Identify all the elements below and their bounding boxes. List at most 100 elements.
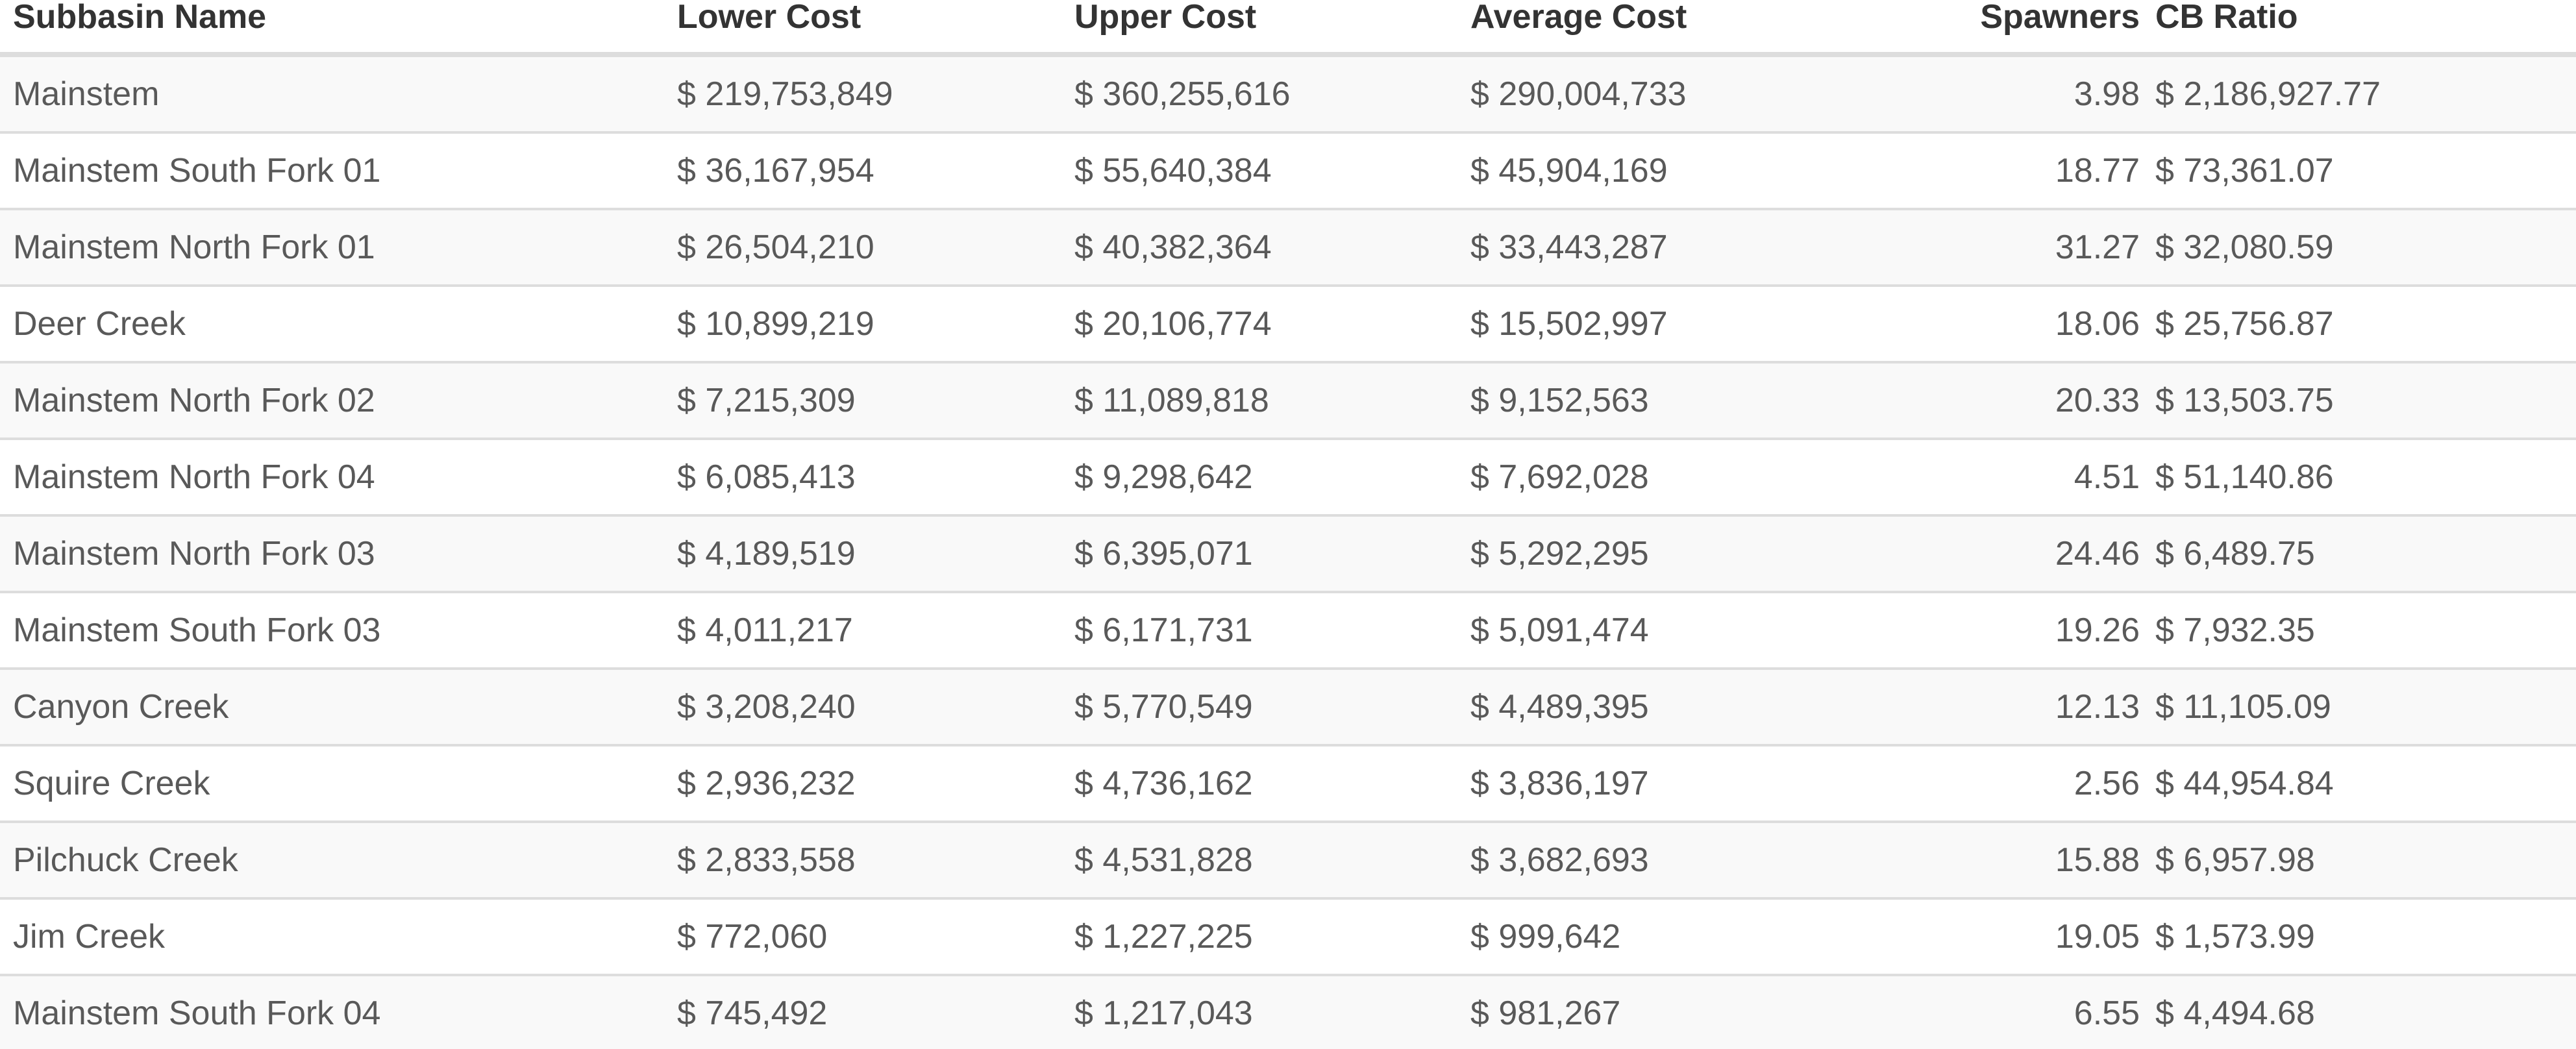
- cell-lower-cost: $ 26,504,210: [664, 209, 1061, 287]
- cell-cb-ratio: $ 44,954.84: [2155, 745, 2576, 823]
- cell-cb-ratio: $ 25,756.87: [2155, 286, 2576, 364]
- cell-subbasin-name: Squire Creek: [0, 745, 664, 823]
- cell-lower-cost: $ 6,085,413: [664, 439, 1061, 517]
- cell-subbasin-name: Mainstem South Fork 01: [0, 132, 664, 210]
- table-row: Jim Creek $ 772,060 $ 1,227,225 $ 999,642 19…: [0, 898, 2576, 976]
- cell-subbasin-name: Mainstem South Fork 04: [0, 975, 664, 1049]
- cell-subbasin-name: Mainstem: [0, 55, 664, 134]
- header-row: Subbasin Name Lower Cost Upper Cost Aver…: [0, 0, 2576, 57]
- table-row: Pilchuck Creek $ 2,833,558 $ 4,531,828 $ 3,…: [0, 822, 2576, 900]
- cell-subbasin-name: Mainstem North Fork 01: [0, 209, 664, 287]
- cell-subbasin-name: Canyon Creek: [0, 669, 664, 747]
- cell-spawners: 6.55: [1935, 975, 2155, 1049]
- cell-cb-ratio: $ 2,186,927.77: [2155, 55, 2576, 134]
- cell-spawners: 31.27: [1935, 209, 2155, 287]
- cell-subbasin-name: Mainstem North Fork 02: [0, 362, 664, 440]
- cell-upper-cost: $ 40,382,364: [1061, 209, 1457, 287]
- cell-upper-cost: $ 20,106,774: [1061, 286, 1457, 364]
- cell-average-cost: $ 7,692,028: [1457, 439, 1935, 517]
- cell-upper-cost: $ 4,736,162: [1061, 745, 1457, 823]
- cell-upper-cost: $ 5,770,549: [1061, 669, 1457, 747]
- column-header-average-cost[interactable]: Average Cost: [1457, 0, 1935, 57]
- cell-average-cost: $ 3,836,197: [1457, 745, 1935, 823]
- cell-spawners: 24.46: [1935, 515, 2155, 593]
- cell-spawners: 18.77: [1935, 132, 2155, 210]
- cell-upper-cost: $ 6,395,071: [1061, 515, 1457, 593]
- cell-average-cost: $ 9,152,563: [1457, 362, 1935, 440]
- table-row: Mainstem North Fork 02 $ 7,215,309 $ 11,08…: [0, 362, 2576, 440]
- cell-average-cost: $ 999,642: [1457, 898, 1935, 976]
- cell-cb-ratio: $ 32,080.59: [2155, 209, 2576, 287]
- column-header-subbasin-name[interactable]: Subbasin Name: [0, 0, 664, 57]
- cell-spawners: 18.06: [1935, 286, 2155, 364]
- column-header-upper-cost[interactable]: Upper Cost: [1061, 0, 1457, 57]
- cell-lower-cost: $ 2,833,558: [664, 822, 1061, 900]
- cell-cb-ratio: $ 51,140.86: [2155, 439, 2576, 517]
- cell-upper-cost: $ 6,171,731: [1061, 592, 1457, 670]
- cell-cb-ratio: $ 13,503.75: [2155, 362, 2576, 440]
- cell-upper-cost: $ 1,227,225: [1061, 898, 1457, 976]
- cell-upper-cost: $ 4,531,828: [1061, 822, 1457, 900]
- cell-average-cost: $ 5,091,474: [1457, 592, 1935, 670]
- table-row: Mainstem North Fork 04 $ 6,085,413 $ 9,298…: [0, 439, 2576, 517]
- table-body: Mainstem $ 219,753,849 $ 360,255,616 $ 290,…: [0, 55, 2576, 1049]
- cell-cb-ratio: $ 7,932.35: [2155, 592, 2576, 670]
- table-row: Mainstem South Fork 01 $ 36,167,954 $ 55,6…: [0, 132, 2576, 210]
- table-row: Mainstem $ 219,753,849 $ 360,255,616 $ 290,…: [0, 55, 2576, 134]
- cell-lower-cost: $ 2,936,232: [664, 745, 1061, 823]
- cell-lower-cost: $ 219,753,849: [664, 55, 1061, 134]
- cell-subbasin-name: Mainstem South Fork 03: [0, 592, 664, 670]
- cell-lower-cost: $ 772,060: [664, 898, 1061, 976]
- cell-spawners: 3.98: [1935, 55, 2155, 134]
- cell-spawners: 20.33: [1935, 362, 2155, 440]
- cell-cb-ratio: $ 1,573.99: [2155, 898, 2576, 976]
- table-row: Squire Creek $ 2,936,232 $ 4,736,162 $ 3,83…: [0, 745, 2576, 823]
- cell-cb-ratio: $ 6,489.75: [2155, 515, 2576, 593]
- cell-cb-ratio: $ 6,957.98: [2155, 822, 2576, 900]
- table-row: Mainstem North Fork 01 $ 26,504,210 $ 40,3…: [0, 209, 2576, 287]
- cell-subbasin-name: Deer Creek: [0, 286, 664, 364]
- cell-lower-cost: $ 10,899,219: [664, 286, 1061, 364]
- cell-spawners: 19.05: [1935, 898, 2155, 976]
- cell-cb-ratio: $ 11,105.09: [2155, 669, 2576, 747]
- cell-average-cost: $ 290,004,733: [1457, 55, 1935, 134]
- table-row: Canyon Creek $ 3,208,240 $ 5,770,549 $ 4,48…: [0, 669, 2576, 747]
- cell-average-cost: $ 33,443,287: [1457, 209, 1935, 287]
- cell-spawners: 2.56: [1935, 745, 2155, 823]
- cell-cb-ratio: $ 73,361.07: [2155, 132, 2576, 210]
- cell-subbasin-name: Mainstem North Fork 04: [0, 439, 664, 517]
- cell-upper-cost: $ 1,217,043: [1061, 975, 1457, 1049]
- cell-spawners: 4.51: [1935, 439, 2155, 517]
- cell-upper-cost: $ 9,298,642: [1061, 439, 1457, 517]
- cell-lower-cost: $ 745,492: [664, 975, 1061, 1049]
- cell-average-cost: $ 3,682,693: [1457, 822, 1935, 900]
- cell-lower-cost: $ 7,215,309: [664, 362, 1061, 440]
- cell-subbasin-name: Jim Creek: [0, 898, 664, 976]
- cell-subbasin-name: Mainstem North Fork 03: [0, 515, 664, 593]
- cell-average-cost: $ 15,502,997: [1457, 286, 1935, 364]
- cell-spawners: 15.88: [1935, 822, 2155, 900]
- column-header-lower-cost[interactable]: Lower Cost: [664, 0, 1061, 57]
- cell-average-cost: $ 981,267: [1457, 975, 1935, 1049]
- cell-lower-cost: $ 4,011,217: [664, 592, 1061, 670]
- column-header-cb-ratio[interactable]: CB Ratio: [2155, 0, 2576, 57]
- column-header-spawners[interactable]: Spawners: [1935, 0, 2155, 57]
- cell-subbasin-name: Pilchuck Creek: [0, 822, 664, 900]
- cell-upper-cost: $ 55,640,384: [1061, 132, 1457, 210]
- table-row: Deer Creek $ 10,899,219 $ 20,106,774 $ 15,5…: [0, 286, 2576, 364]
- cell-average-cost: $ 45,904,169: [1457, 132, 1935, 210]
- cell-lower-cost: $ 36,167,954: [664, 132, 1061, 210]
- table-header: Subbasin Name Lower Cost Upper Cost Aver…: [0, 0, 2576, 57]
- cell-average-cost: $ 4,489,395: [1457, 669, 1935, 747]
- table-row: Mainstem North Fork 03 $ 4,189,519 $ 6,395…: [0, 515, 2576, 593]
- cell-lower-cost: $ 3,208,240: [664, 669, 1061, 747]
- table-row: Mainstem South Fork 03 $ 4,011,217 $ 6,171…: [0, 592, 2576, 670]
- cell-spawners: 19.26: [1935, 592, 2155, 670]
- cell-spawners: 12.13: [1935, 669, 2155, 747]
- cell-upper-cost: $ 11,089,818: [1061, 362, 1457, 440]
- cell-cb-ratio: $ 4,494.68: [2155, 975, 2576, 1049]
- cell-upper-cost: $ 360,255,616: [1061, 55, 1457, 134]
- cell-lower-cost: $ 4,189,519: [664, 515, 1061, 593]
